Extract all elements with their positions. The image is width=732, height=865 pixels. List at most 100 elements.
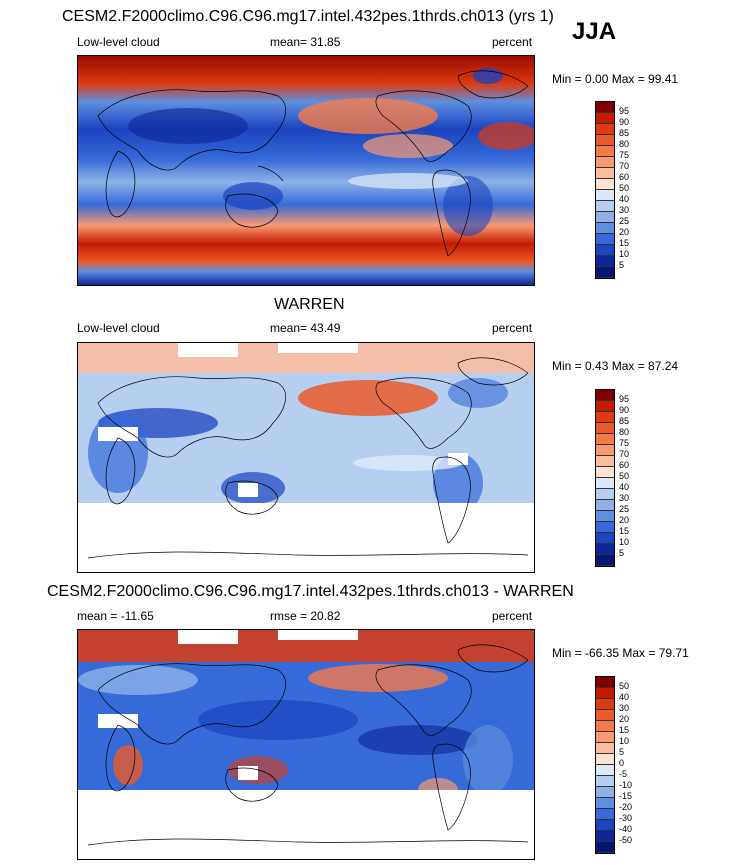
panel-2-colorbar <box>595 389 615 567</box>
colorbar-tick-label: 10 <box>619 249 630 259</box>
colorbar-swatch <box>596 732 614 743</box>
colorbar-swatch <box>596 831 614 842</box>
panel-2-minmax-label: Min = 0.43 Max = 87.24 <box>552 359 679 373</box>
colorbar-swatch <box>596 412 614 423</box>
colorbar-swatch <box>596 445 614 456</box>
colorbar-swatch <box>596 113 614 124</box>
colorbar-swatch <box>596 809 614 820</box>
colorbar-tick-label: 90 <box>619 405 630 415</box>
colorbar-tick-label: 40 <box>619 194 630 204</box>
colorbar-swatch <box>596 234 614 245</box>
colorbar-tick-label: 20 <box>619 515 630 525</box>
colorbar-tick-label: 20 <box>619 714 630 724</box>
colorbar-swatch <box>596 721 614 732</box>
colorbar-tick-label: 10 <box>619 537 630 547</box>
colorbar-tick-label: 70 <box>619 449 630 459</box>
colorbar-tick-label: 95 <box>619 106 630 116</box>
colorbar-tick-label: 80 <box>619 139 630 149</box>
colorbar-tick-label: 75 <box>619 150 630 160</box>
colorbar-tick-label: 5 <box>619 548 625 558</box>
colorbar-swatch <box>596 798 614 809</box>
colorbar-swatch <box>596 190 614 201</box>
colorbar-swatch <box>596 820 614 831</box>
colorbar-swatch <box>596 201 614 212</box>
panel-2-title: WARREN <box>274 296 345 313</box>
colorbar-swatch <box>596 478 614 489</box>
panel-1-map <box>77 55 535 286</box>
colorbar-tick-label: 60 <box>619 172 630 182</box>
panel-2-colorbar-segments <box>596 390 614 566</box>
colorbar-tick-label: 50 <box>619 471 630 481</box>
colorbar-swatch <box>596 842 614 853</box>
colorbar-tick-label: 15 <box>619 725 630 735</box>
panel-1-minmax-label: Min = 0.00 Max = 99.41 <box>552 72 679 86</box>
colorbar-swatch <box>596 157 614 168</box>
colorbar-tick-label: 20 <box>619 227 630 237</box>
colorbar-tick-label: -40 <box>619 824 633 834</box>
colorbar-tick-label: 30 <box>619 205 630 215</box>
panel-2-map <box>77 342 535 573</box>
panel-2-map-field <box>78 343 534 572</box>
panel-3-colorbar-ticks: 50 40 30 20 15 10 5 0 -5 -10 -15 -20 -30 -40 -50 <box>595 676 655 852</box>
colorbar-tick-label: 25 <box>619 504 630 514</box>
colorbar-swatch <box>596 533 614 544</box>
colorbar-swatch <box>596 245 614 256</box>
panel-1-mean-label: mean= 31.85 <box>270 35 341 49</box>
colorbar-swatch <box>596 146 614 157</box>
colorbar-tick-label: 75 <box>619 438 630 448</box>
colorbar-tick-label: -15 <box>619 791 633 801</box>
colorbar-swatch <box>596 544 614 555</box>
panel-1-colorbar-segments <box>596 102 614 278</box>
panel-1-colorbar <box>595 101 615 279</box>
panel-2-variable-label: Low-level cloud <box>77 321 160 335</box>
panel-3-colorbar <box>595 676 615 854</box>
colorbar-tick-label: 15 <box>619 238 630 248</box>
colorbar-tick-label: 80 <box>619 427 630 437</box>
colorbar-swatch <box>596 522 614 533</box>
colorbar-tick-label: -50 <box>619 835 633 845</box>
colorbar-tick-label: -5 <box>619 769 628 779</box>
panel-2-colorbar-ticks: 95 90 85 80 75 70 60 50 40 30 25 20 15 10 5 <box>595 389 655 565</box>
colorbar-swatch <box>596 511 614 522</box>
colorbar-tick-label: 30 <box>619 703 630 713</box>
colorbar-swatch <box>596 390 614 401</box>
colorbar-swatch <box>596 743 614 754</box>
colorbar-tick-label: -30 <box>619 813 633 823</box>
colorbar-swatch <box>596 677 614 688</box>
panel-1-title: CESM2.F2000climo.C96.C96.mg17.intel.432p… <box>62 8 554 25</box>
colorbar-swatch <box>596 267 614 278</box>
colorbar-tick-label: 40 <box>619 482 630 492</box>
colorbar-swatch <box>596 765 614 776</box>
colorbar-tick-label: 15 <box>619 526 630 536</box>
colorbar-tick-label: 10 <box>619 736 630 746</box>
panel-1-units-label: percent <box>492 35 533 49</box>
colorbar-swatch <box>596 555 614 566</box>
panel-3-title: CESM2.F2000climo.C96.C96.mg17.intel.432p… <box>47 583 574 600</box>
colorbar-swatch <box>596 467 614 478</box>
colorbar-tick-label: 25 <box>619 216 630 226</box>
colorbar-swatch <box>596 434 614 445</box>
colorbar-swatch <box>596 168 614 179</box>
panel-3-map-field <box>78 630 534 859</box>
colorbar-tick-label: 85 <box>619 416 630 426</box>
panel-3-map <box>77 629 535 860</box>
colorbar-swatch <box>596 776 614 787</box>
panel-3-mean-label: mean = -11.65 <box>77 609 154 623</box>
colorbar-swatch <box>596 401 614 412</box>
colorbar-tick-label: 85 <box>619 128 630 138</box>
colorbar-tick-label: 30 <box>619 493 630 503</box>
panel-2-units-label: percent <box>492 321 533 335</box>
panel-3-rmse-label: rmse = 20.82 <box>270 609 341 623</box>
panel-1-colorbar-ticks: 95 90 85 80 75 70 60 50 40 30 25 20 15 10 5 <box>595 101 655 277</box>
colorbar-swatch <box>596 688 614 699</box>
colorbar-tick-label: 0 <box>619 758 625 768</box>
colorbar-swatch <box>596 456 614 467</box>
colorbar-tick-label: 60 <box>619 460 630 470</box>
panel-1-map-field <box>78 56 534 285</box>
colorbar-swatch <box>596 710 614 721</box>
colorbar-tick-label: -20 <box>619 802 633 812</box>
colorbar-swatch <box>596 754 614 765</box>
colorbar-tick-label: 5 <box>619 747 625 757</box>
colorbar-swatch <box>596 699 614 710</box>
colorbar-tick-label: 40 <box>619 692 630 702</box>
